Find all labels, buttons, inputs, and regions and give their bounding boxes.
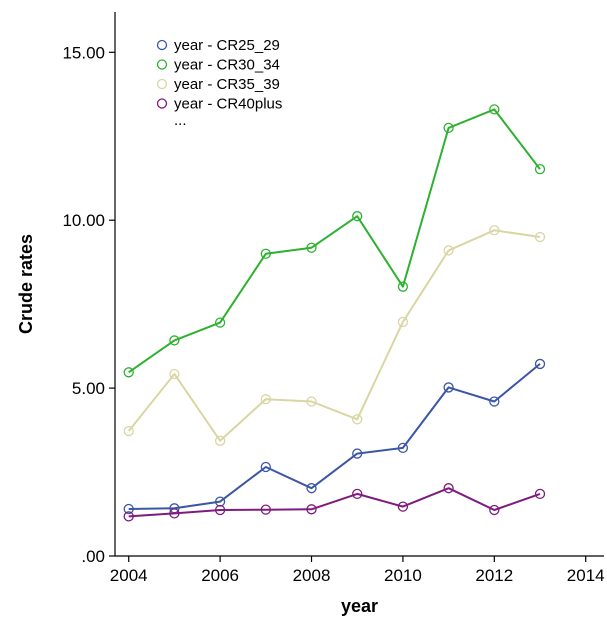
series-year-cr25-29 [123,358,546,515]
data-point [352,448,363,459]
series-year-cr35-39 [123,225,546,446]
series-line [128,363,541,510]
data-point [443,382,454,393]
data-point [260,504,271,515]
legend-marker [156,98,168,109]
data-point [489,225,500,236]
data-point [534,231,546,243]
data-point [123,367,134,378]
data-point [397,442,409,454]
series-line [128,108,541,374]
series-year-cr40plus [123,483,546,522]
data-point [169,335,180,346]
data-point [123,503,134,515]
data-point [306,483,317,494]
data-point [352,488,363,500]
data-point [489,504,500,516]
series-year-cr30-34 [123,104,546,378]
data-point [534,488,546,500]
x-axis-title: year [341,596,378,616]
data-point [306,504,317,515]
data-point [352,414,363,425]
x-tick-label: 2008 [293,566,331,585]
data-point [214,317,226,328]
y-tick-label: 5.00 [72,379,105,398]
data-point [260,394,271,405]
data-point [214,435,226,446]
data-point [489,396,500,407]
data-point [352,211,363,222]
series-layer [123,104,546,522]
x-tick-label: 2014 [567,566,605,585]
legend-item: year - CR25_29 [156,37,280,54]
data-point [260,248,271,259]
data-point [123,511,134,522]
legend-item: year - CR40plus [156,96,282,113]
x-tick-label: 2010 [384,566,422,585]
y-tick-label: .00 [81,547,105,566]
legend-more: ... [174,112,187,129]
y-axis-title: Crude rates [16,234,36,334]
data-point [214,504,226,516]
legend-marker [156,78,168,90]
axes: .00 5.00 10.00 15.00 2004 2006 2008 2010 2012 201… [62,12,605,585]
data-point [169,508,180,519]
series-line [127,229,541,442]
data-point [489,104,500,115]
legend-marker [156,59,168,70]
data-point [534,164,546,175]
legend-item: year - CR35_39 [156,76,280,93]
data-point [306,396,317,407]
data-point [397,281,409,292]
data-point [443,122,454,134]
data-point [306,242,317,253]
data-point [443,483,454,494]
data-point [397,316,409,328]
legend-label: year - CR35_39 [174,76,280,93]
legend-label: year - CR30_34 [174,57,280,74]
data-point [260,461,271,473]
legend-marker [156,39,168,51]
data-point [169,368,180,380]
x-tick-label: 2004 [110,566,148,585]
series-line [128,487,541,518]
y-tick-label: 15.00 [62,43,105,62]
data-point [397,501,409,512]
data-point [534,358,546,370]
y-tick-label: 10.00 [62,211,105,230]
legend-item: year - CR30_34 [156,57,280,74]
x-tick-label: 2006 [201,566,239,585]
data-point [123,425,134,437]
legend-label: year - CR40plus [174,96,282,113]
data-point [443,245,454,256]
x-tick-label: 2012 [475,566,513,585]
legend-label: year - CR25_29 [174,37,280,54]
